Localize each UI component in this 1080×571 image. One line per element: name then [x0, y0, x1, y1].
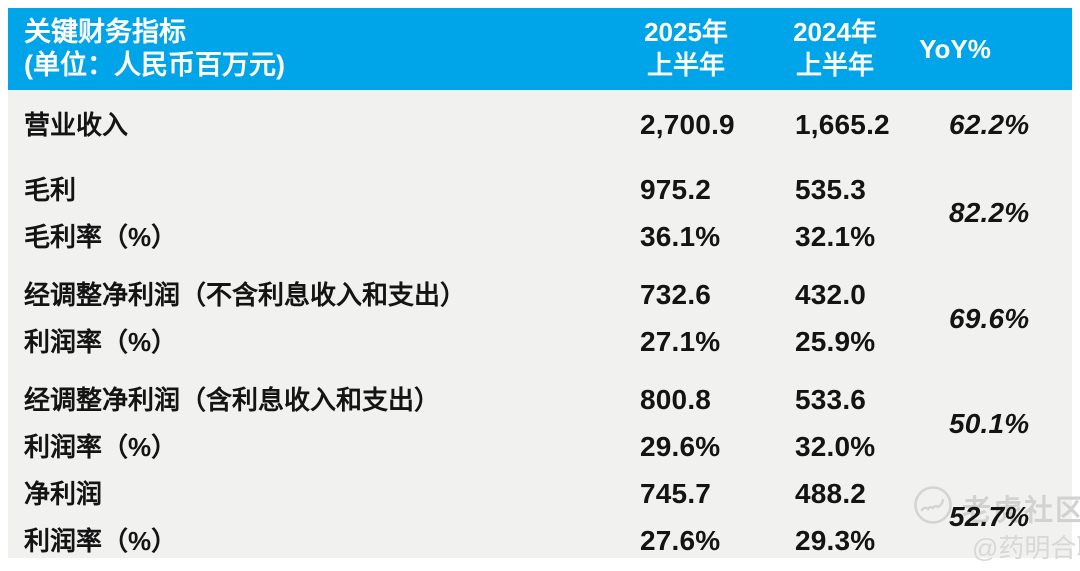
- row-sublabel: 利润率（%）: [24, 432, 178, 462]
- table-row-adj-net-profit-incl-interest: 经调整净利润（含利息收入和支出） 利润率（%） 800.8 29.6% 533.…: [8, 371, 1072, 476]
- row-label: 经调整净利润（含利息收入和支出）: [24, 385, 441, 415]
- column-header-2025h1: 2025年 上半年: [644, 17, 728, 80]
- row-label: 毛利: [24, 174, 77, 205]
- table-row-adj-net-profit-excl-interest: 经调整净利润（不含利息收入和支出） 利润率（%） 732.6 27.1% 432…: [8, 266, 1072, 371]
- table-title-cell: 关键财务指标 (单位：人民币百万元): [8, 16, 638, 82]
- value-2025: 732.6: [640, 279, 712, 310]
- row-label: 净利润: [24, 478, 103, 509]
- value-yoy: 52.7%: [949, 501, 1030, 532]
- value-2025: 800.8: [640, 384, 712, 415]
- value-2025: 975.2: [640, 173, 712, 205]
- margin-2024: 29.3%: [795, 524, 876, 556]
- financial-metrics-table: 关键财务指标 (单位：人民币百万元) 2025年 上半年 2024年 上半年 Y…: [8, 8, 1072, 558]
- value-yoy: 62.2%: [949, 109, 1030, 140]
- table-row-net-profit: 净利润 利润率（%） 745.7 27.6% 488.2 29.3% 52.7%: [8, 476, 1072, 558]
- table-header-row: 关键财务指标 (单位：人民币百万元) 2025年 上半年 2024年 上半年 Y…: [8, 8, 1072, 90]
- row-sublabel: 毛利率（%）: [24, 221, 178, 252]
- table-unit-label: (单位：人民币百万元): [24, 50, 285, 80]
- margin-2025: 27.1%: [640, 326, 721, 357]
- margin-2024: 32.1%: [795, 220, 876, 252]
- table-body: 营业收入 2,700.9 1,665.2 62.2% 毛利 毛利率（%） 975…: [8, 90, 1072, 558]
- margin-2025: 36.1%: [640, 220, 721, 252]
- value-2024: 432.0: [795, 279, 867, 310]
- table-row-revenue: 营业收入 2,700.9 1,665.2 62.2%: [8, 90, 1072, 160]
- watermark-community-label: 老虎社区: [962, 495, 1080, 527]
- value-2025: 2,700.9: [640, 109, 735, 140]
- row-label: 经调整净利润（不含利息收入和支出）: [24, 280, 467, 310]
- margin-2025: 27.6%: [640, 524, 721, 556]
- value-yoy: 50.1%: [949, 407, 1030, 439]
- column-header-yoy: YoY%: [919, 33, 991, 64]
- table-title: 关键财务指标: [24, 17, 186, 47]
- table-row-gross-profit: 毛利 毛利率（%） 975.2 36.1% 535.3 32.1% 82.2%: [8, 160, 1072, 266]
- value-yoy: 82.2%: [949, 197, 1030, 228]
- row-sublabel: 利润率（%）: [24, 327, 178, 357]
- tiger-logo-icon: [914, 486, 952, 524]
- margin-2025: 29.6%: [640, 431, 721, 462]
- row-sublabel: 利润率（%）: [24, 525, 178, 556]
- column-header-2024h1: 2024年 上半年: [793, 17, 877, 80]
- watermark-handle-label: @药明合联: [972, 533, 1080, 563]
- value-2024: 1,665.2: [795, 109, 890, 140]
- value-2025: 745.7: [640, 477, 712, 509]
- margin-2024: 32.0%: [795, 431, 876, 462]
- row-label: 营业收入: [24, 110, 129, 140]
- value-yoy: 69.6%: [949, 302, 1030, 334]
- value-2024: 488.2: [795, 477, 867, 509]
- margin-2024: 25.9%: [795, 326, 876, 357]
- value-2024: 535.3: [795, 173, 867, 205]
- value-2024: 533.6: [795, 384, 867, 415]
